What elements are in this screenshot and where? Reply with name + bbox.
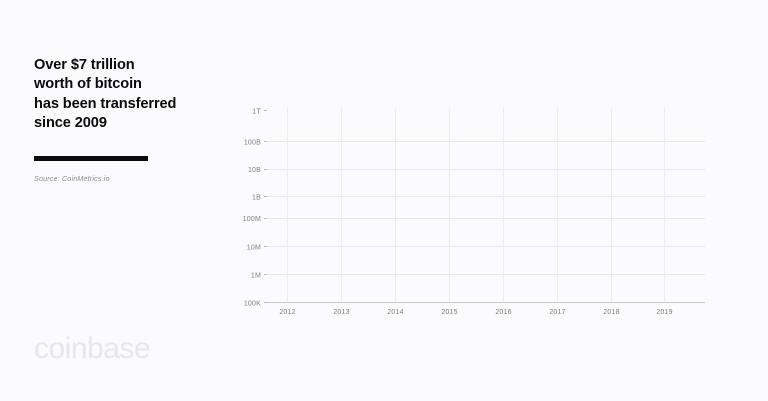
x-axis-tick-labels: 2012 2013 2014 2015 2016 2017 2018 2019 xyxy=(279,309,672,316)
x-tick-label: 2017 xyxy=(549,309,565,316)
y-axis-tick-marks xyxy=(264,110,267,303)
divider-rule xyxy=(34,155,148,161)
y-tick-label: 100M xyxy=(243,216,261,223)
x-tick-label: 2013 xyxy=(333,309,349,316)
x-tick-label: 2015 xyxy=(441,309,457,316)
y-tick-label: 100B xyxy=(244,140,261,147)
y-axis-tick-labels: 1T 100B 10B 1B 100M 10M 1M 100K xyxy=(243,109,262,308)
x-tick-label: 2012 xyxy=(279,309,295,316)
x-tick-label: 2014 xyxy=(387,309,403,316)
y-tick-label: 10B xyxy=(248,167,261,174)
x-tick-label: 2019 xyxy=(656,309,672,316)
y-tick-label: 1M xyxy=(251,273,261,280)
horizontal-gridlines xyxy=(267,141,705,275)
coinbase-logo: coinbase xyxy=(34,332,151,365)
page-title: Over $7 trillion worth of bitcoin has be… xyxy=(34,57,177,132)
y-tick-label: 1B xyxy=(252,195,261,202)
y-tick-label: 100K xyxy=(244,301,261,308)
vertical-gridlines xyxy=(287,108,665,302)
y-tick-label: 10M xyxy=(247,245,261,252)
source-attribution: Source: CoinMetrics.io xyxy=(34,173,110,183)
x-tick-label: 2018 xyxy=(603,309,619,316)
y-tick-label: 1T xyxy=(252,109,261,116)
x-tick-label: 2016 xyxy=(495,309,511,316)
editorial-column: Over $7 trillion worth of bitcoin has be… xyxy=(34,56,219,183)
